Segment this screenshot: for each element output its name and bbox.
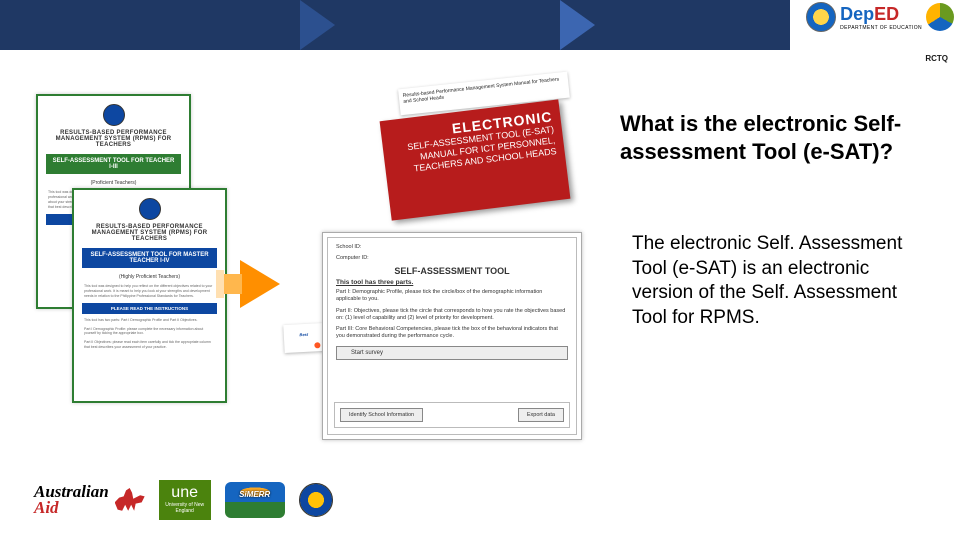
aus-line2: Aid	[34, 500, 109, 516]
doc-b-band: SELF-ASSESSMENT TOOL FOR MASTER TEACHER …	[82, 248, 217, 268]
best-card: Best	[283, 323, 324, 353]
deped-ed: ED	[874, 4, 899, 24]
rctq-icon	[926, 3, 954, 31]
deped-wordmark: DepED DEPARTMENT OF EDUCATION	[840, 4, 922, 31]
sat-identify-button[interactable]: Identify School Information	[340, 408, 423, 422]
header-chevron-1	[300, 0, 335, 50]
sat-export-button[interactable]: Export data	[518, 408, 564, 422]
sat-panel: School ID: Computer ID: SELF-ASSESSMENT …	[327, 237, 577, 435]
sat-screenshot: School ID: Computer ID: SELF-ASSESSMENT …	[322, 232, 582, 440]
doc-b-instr: PLEASE READ THE INSTRUCTIONS	[82, 303, 217, 314]
une-big: une	[159, 484, 211, 502]
simerr-label: SiMERR	[225, 490, 285, 499]
doc-b-para3: Part I Demographic Profile: please compl…	[74, 327, 225, 337]
deped-dep: Dep	[840, 4, 874, 24]
doc-b-heading: RESULTS-BASED PERFORMANCE MANAGEMENT SYS…	[74, 224, 225, 242]
simerr-logo: SiMERR	[225, 482, 285, 518]
doc-b-para2: This tool has two parts: Part I Demograp…	[74, 318, 225, 323]
doc-highly-proficient: RESULTS-BASED PERFORMANCE MANAGEMENT SYS…	[72, 188, 227, 403]
deped-seal-icon	[806, 2, 836, 32]
australian-aid-logo: Australian Aid	[34, 484, 145, 516]
doc-a-band: SELF-ASSESSMENT TOOL FOR TEACHER I-III	[46, 154, 181, 174]
doc-b-para1: This tool was designed to help you refle…	[74, 284, 225, 299]
sat-meta1: School ID:	[336, 244, 568, 251]
sat-p3: Part III: Core Behavioral Competencies, …	[336, 326, 568, 340]
une-small: University of New England	[159, 502, 211, 514]
sat-u1: This tool has three parts.	[336, 279, 568, 286]
sat-bottom-bar: Identify School Information Export data	[334, 402, 570, 428]
doc-b-para4: Part II Objectives: please read each ite…	[74, 340, 225, 350]
header-bar: DepED DEPARTMENT OF EDUCATION RCTQ	[0, 0, 960, 52]
doc-a-heading: RESULTS-BASED PERFORMANCE MANAGEMENT SYS…	[38, 130, 189, 148]
sat-start-button[interactable]: Start survey	[336, 346, 568, 360]
manual-book: Results-based Performance Management Sys…	[380, 99, 571, 220]
sat-title: SELF-ASSESSMENT TOOL	[336, 266, 568, 276]
sat-p2: Part II: Objectives, please tick the cir…	[336, 308, 568, 322]
book-cover: ELECTRONIC SELF-ASSESSMENT TOOL (E-SAT) …	[380, 99, 571, 220]
kangaroo-icon	[115, 488, 145, 512]
header-blue-bg	[0, 0, 790, 50]
footer-logos: Australian Aid une University of New Eng…	[34, 480, 333, 520]
doc-b-sub: (Highly Proficient Teachers)	[74, 274, 225, 284]
header-chevron-2	[560, 0, 595, 50]
slide-title: What is the electronic Self-assessment T…	[620, 110, 930, 165]
sat-p1: Part I: Demographic Profile, please tick…	[336, 289, 568, 303]
arrow-icon	[240, 260, 280, 308]
sat-meta2: Computer ID:	[336, 255, 568, 262]
deped-sub: DEPARTMENT OF EDUCATION	[840, 25, 922, 31]
une-logo: une University of New England	[159, 480, 211, 520]
slide-body: The electronic Self. Assessment Tool (e-…	[632, 232, 932, 331]
pnu-seal-icon	[299, 483, 333, 517]
header-logos: DepED DEPARTMENT OF EDUCATION	[806, 2, 954, 32]
doc-seal-icon	[103, 104, 125, 126]
doc-seal-icon	[139, 198, 161, 220]
rctq-label: RCTQ	[925, 54, 948, 63]
slide: DepED DEPARTMENT OF EDUCATION RCTQ What …	[0, 0, 960, 540]
deped-logo: DepED DEPARTMENT OF EDUCATION	[806, 2, 922, 32]
